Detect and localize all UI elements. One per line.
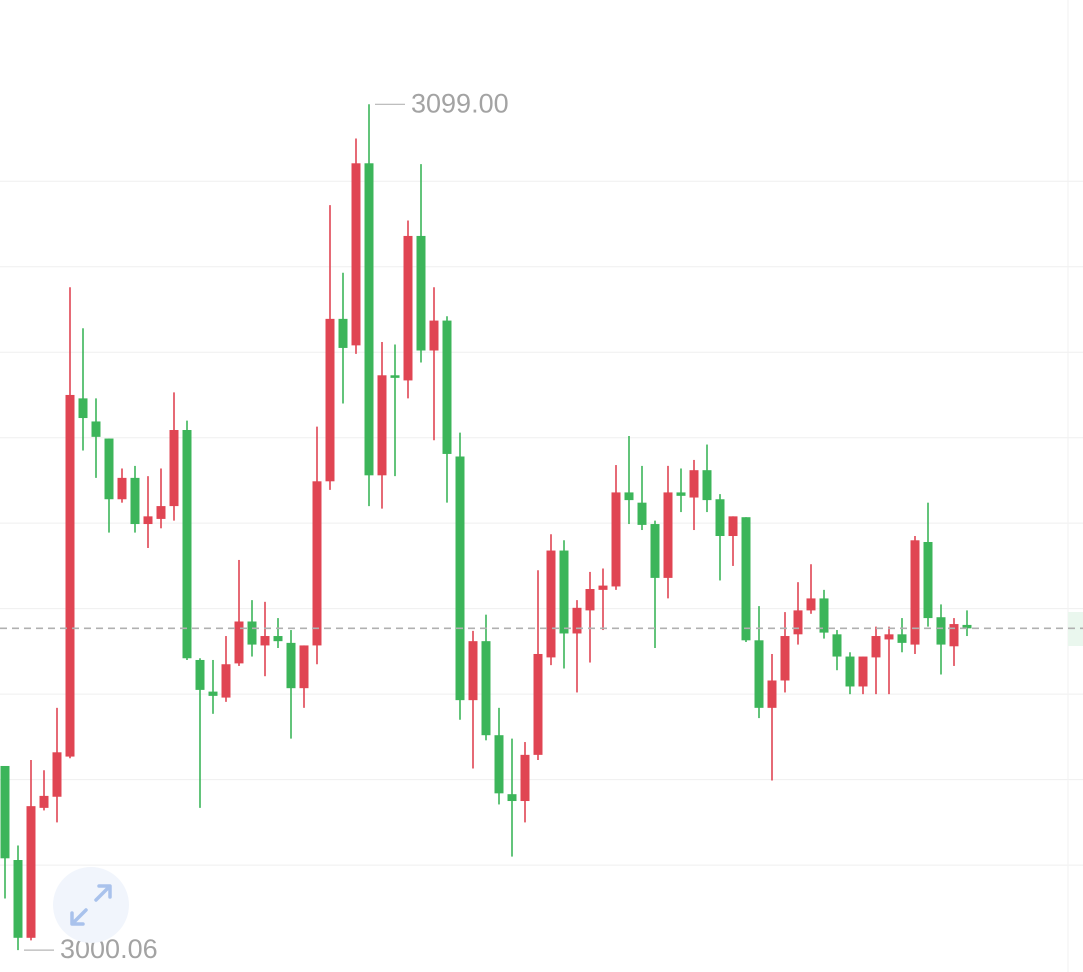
candle-body (429, 320, 439, 351)
candle-body (468, 641, 478, 701)
candle-body (598, 585, 608, 590)
candle-body (676, 492, 686, 496)
candle-body (858, 656, 868, 687)
candle-body (13, 860, 23, 938)
candle-body (325, 318, 335, 482)
candle-body (728, 516, 738, 537)
candle-body (754, 640, 764, 708)
candle-body (312, 481, 322, 646)
candle-body (767, 680, 777, 708)
candle-body (286, 642, 296, 689)
candle-body (403, 235, 413, 381)
candle-body (871, 636, 881, 658)
candle-body (819, 598, 829, 633)
candle-body (91, 421, 101, 437)
candle-body (273, 636, 283, 642)
candle-body (923, 541, 933, 619)
candle-body (455, 456, 465, 701)
candle-body (494, 735, 504, 794)
candle-body (364, 163, 374, 476)
candle-body (156, 506, 166, 519)
candle-body (299, 645, 309, 689)
candle-body (416, 235, 426, 351)
candle-body (949, 624, 959, 647)
candle-body (611, 492, 621, 587)
candle-body (390, 375, 400, 378)
candle-body (208, 691, 218, 696)
candle-body (182, 430, 192, 659)
candle-body (481, 641, 491, 736)
candle-body (338, 318, 348, 348)
candle-body (845, 656, 855, 687)
candle-body (585, 589, 595, 611)
candle-body (52, 752, 62, 797)
candle-body (884, 634, 894, 640)
expand-button-bg[interactable] (53, 867, 129, 943)
candle-body (195, 659, 205, 690)
candle-body (793, 610, 803, 635)
extreme-label: 3099.00 (411, 88, 509, 118)
candle-body (546, 550, 556, 658)
candle-body (780, 636, 790, 681)
candle-body (897, 634, 907, 643)
candle-body (637, 502, 647, 525)
candle-body (806, 598, 816, 611)
candle-body (442, 320, 452, 454)
candle-body (351, 163, 361, 346)
candle-body (702, 470, 712, 501)
expand-icon (70, 884, 112, 926)
candle-body (936, 617, 946, 645)
candle-body (169, 430, 179, 507)
candle-body (741, 517, 751, 641)
price-tag (1068, 612, 1083, 646)
candle-body (377, 375, 387, 476)
candle-body (572, 607, 582, 634)
candle-body (117, 477, 127, 500)
candle-body (559, 550, 569, 634)
candle-body (715, 499, 725, 537)
candle-body (78, 398, 88, 419)
candle-body (104, 438, 114, 500)
candle-body (143, 516, 153, 525)
candle-body (663, 492, 673, 578)
candle-body (520, 754, 530, 802)
candle-body (260, 636, 270, 646)
candle-body (507, 794, 517, 802)
candle-body (221, 664, 231, 698)
candle-body (832, 634, 842, 657)
candle-body (130, 477, 140, 525)
candle-body (65, 394, 75, 757)
candle-body (689, 470, 699, 498)
candle-body (26, 806, 36, 938)
grid (0, 180, 1083, 866)
candle-body (910, 540, 920, 645)
candle-body (533, 653, 543, 755)
candle-body (234, 621, 244, 664)
candle-body (39, 795, 49, 808)
candle-body (247, 621, 257, 645)
candles (0, 104, 1083, 951)
candle-body (650, 524, 660, 578)
candle-body (0, 765, 10, 859)
candle-body (962, 624, 972, 629)
candle-body (624, 492, 634, 501)
expand-button[interactable] (53, 867, 129, 943)
